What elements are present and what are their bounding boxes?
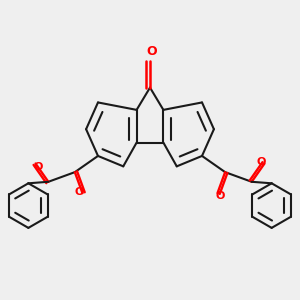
Text: O: O (257, 157, 266, 167)
Text: O: O (146, 45, 157, 58)
Text: O: O (34, 161, 43, 172)
Text: O: O (216, 191, 225, 201)
Text: O: O (75, 187, 84, 196)
